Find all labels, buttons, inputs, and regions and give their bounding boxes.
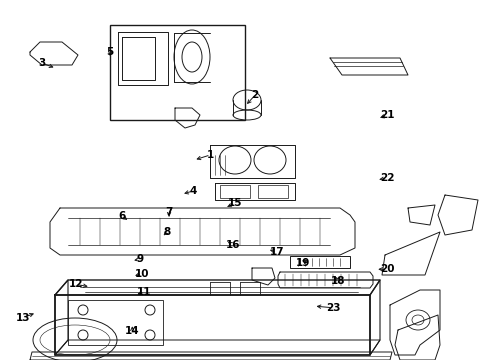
- Text: 21: 21: [380, 110, 394, 120]
- Text: 9: 9: [136, 254, 143, 264]
- Text: 19: 19: [295, 258, 310, 268]
- Text: 1: 1: [207, 150, 214, 160]
- Text: 3: 3: [38, 58, 45, 68]
- Text: 10: 10: [135, 269, 149, 279]
- Text: 8: 8: [163, 227, 170, 237]
- Bar: [290, 256, 350, 268]
- Text: 18: 18: [331, 276, 345, 286]
- Text: 11: 11: [137, 287, 152, 297]
- Text: 7: 7: [165, 207, 173, 217]
- Bar: [258, 185, 288, 198]
- Text: 13: 13: [16, 312, 31, 323]
- Text: 17: 17: [270, 247, 284, 257]
- Text: 6: 6: [118, 211, 125, 221]
- Text: 14: 14: [125, 326, 140, 336]
- Text: 2: 2: [251, 90, 258, 100]
- Text: 4: 4: [190, 186, 197, 196]
- Bar: [220, 185, 250, 198]
- Text: 5: 5: [107, 47, 114, 57]
- Bar: [68, 300, 163, 345]
- Bar: [110, 25, 245, 120]
- Text: 22: 22: [380, 173, 394, 183]
- Text: 23: 23: [326, 303, 341, 313]
- Text: 16: 16: [225, 240, 240, 250]
- Text: 12: 12: [69, 279, 83, 289]
- Text: 15: 15: [228, 198, 243, 208]
- Text: 20: 20: [380, 264, 394, 274]
